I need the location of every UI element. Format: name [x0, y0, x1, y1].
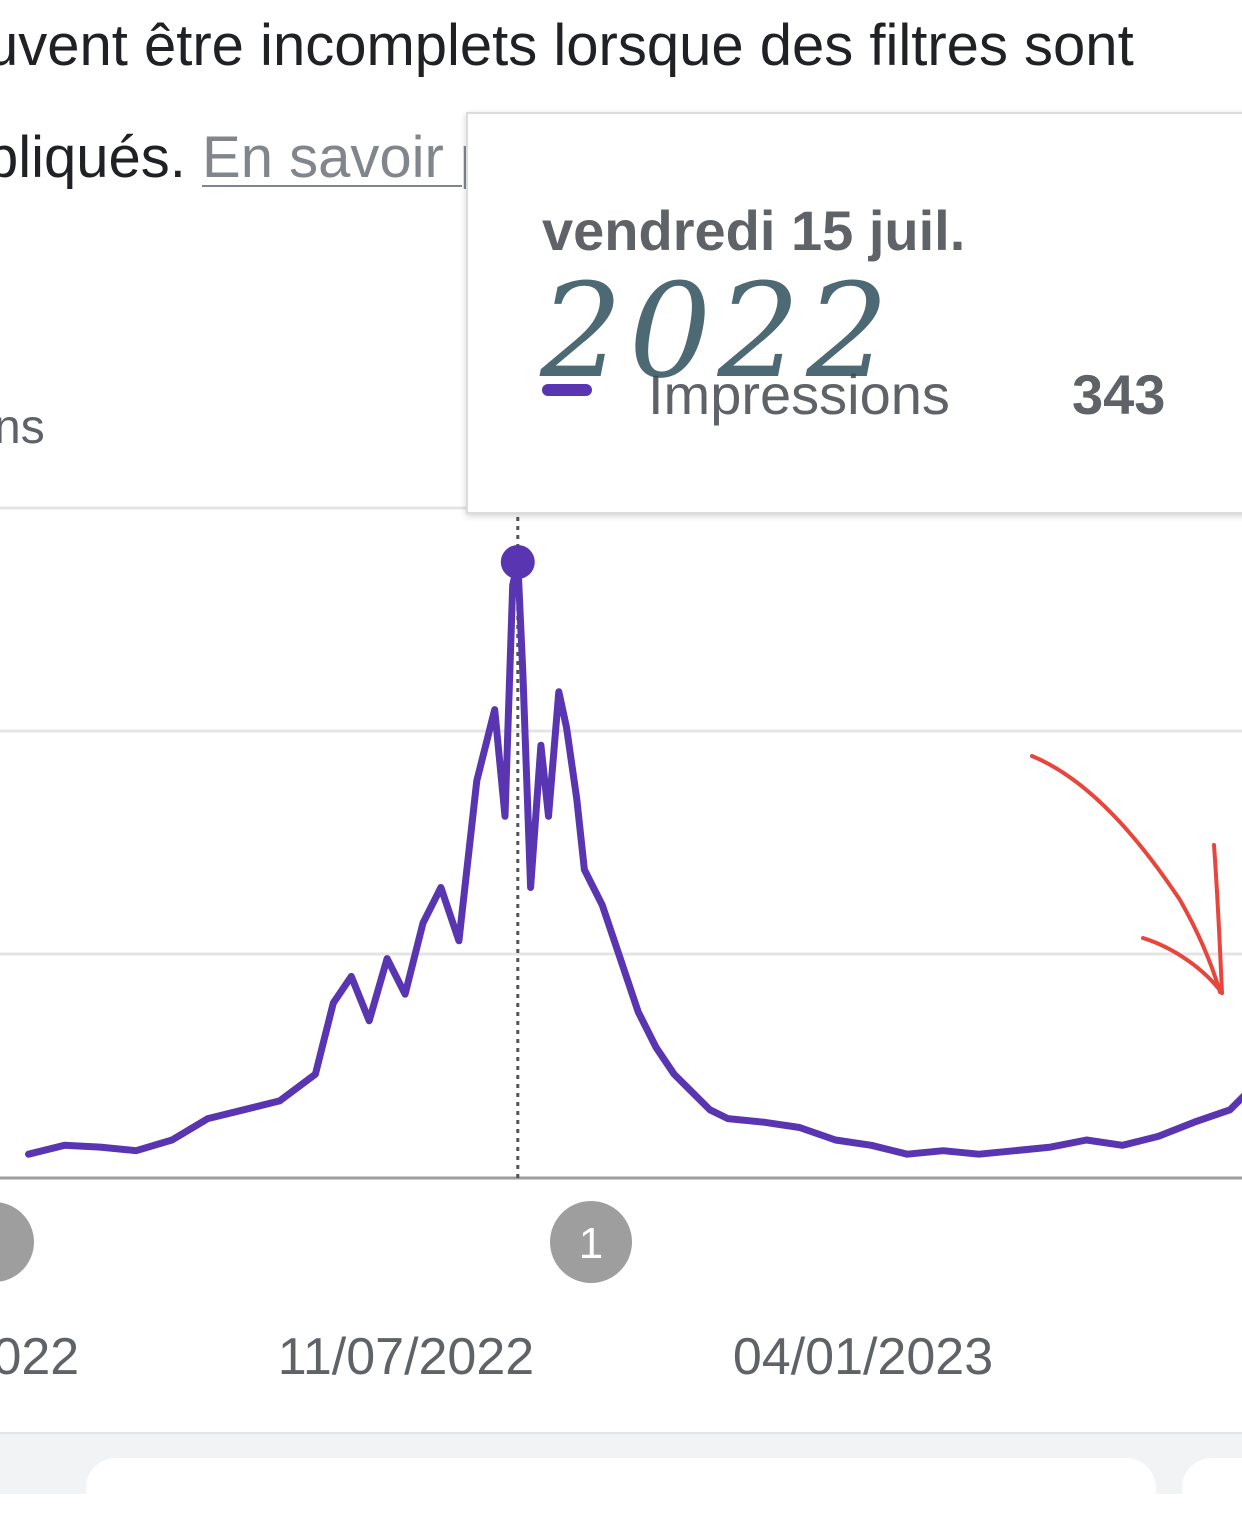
tooltip-date: vendredi 15 juil.	[542, 198, 965, 263]
handwritten-year-note: 2022	[540, 255, 895, 407]
x-tick-label: 11/07/2022	[278, 1328, 534, 1386]
annotation-marker-left[interactable]	[0, 1202, 34, 1282]
hover-point	[501, 545, 535, 579]
red-arrow-annotation	[1032, 756, 1222, 993]
impressions-series-line	[29, 562, 1242, 1154]
x-tick-label: .022	[0, 1328, 79, 1386]
bottom-card[interactable]	[86, 1458, 1156, 1518]
annotation-marker-label: 1	[579, 1219, 603, 1268]
annotation-marker[interactable]: 1	[550, 1201, 632, 1283]
tooltip-metric-value: 343	[1072, 362, 1165, 427]
x-tick-label: 04/01/2023	[733, 1328, 993, 1386]
bottom-card-secondary[interactable]	[1182, 1458, 1242, 1518]
